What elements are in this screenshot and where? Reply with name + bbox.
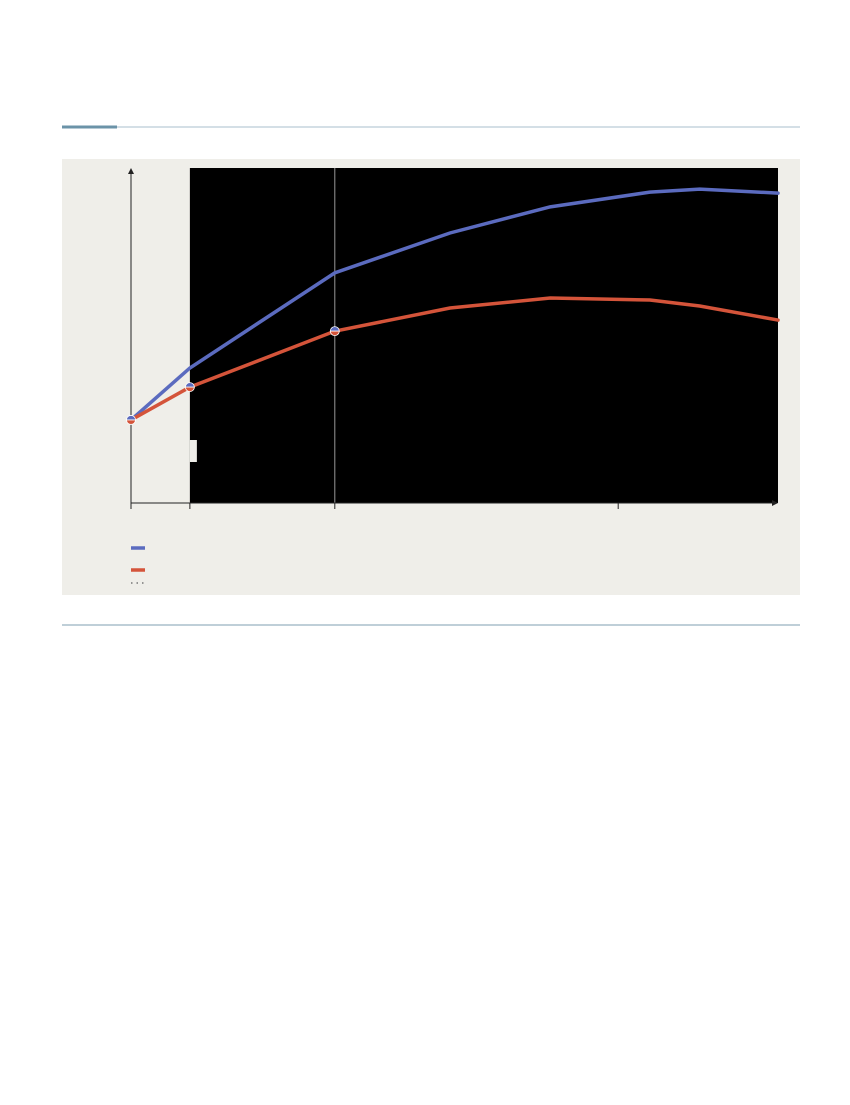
notch (189, 440, 197, 462)
x-axis-arrow (772, 500, 778, 506)
series-line (129, 296, 780, 422)
point-marker (329, 326, 340, 337)
point-marker (184, 382, 195, 392)
top-rule-accent (62, 125, 117, 129)
plot-area (126, 168, 780, 509)
series-line (129, 187, 780, 422)
marker-bottom (126, 419, 136, 425)
y-axis-arrow (128, 168, 134, 174)
marker-bottom (184, 386, 195, 392)
marker-bottom (329, 330, 340, 337)
shaded-region (189, 168, 778, 503)
point-marker (126, 415, 136, 425)
